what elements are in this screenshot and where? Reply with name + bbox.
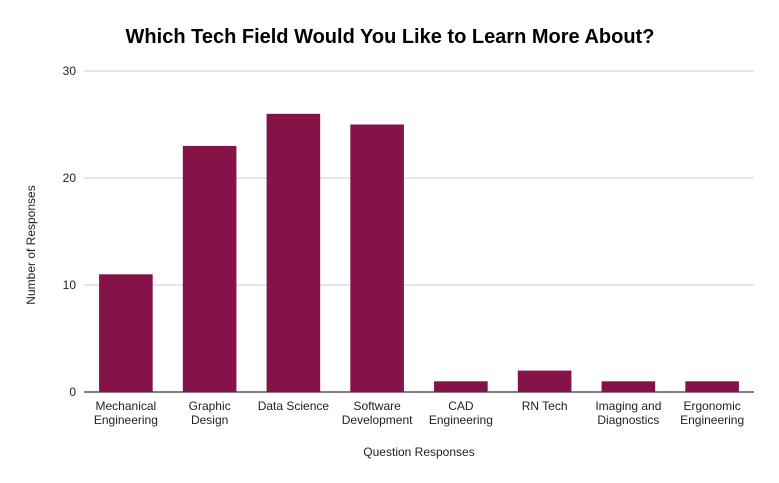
y-axis-title: Number of Responses bbox=[24, 185, 38, 304]
x-tick-label-line: Mechanical bbox=[96, 399, 157, 413]
bar bbox=[434, 381, 488, 392]
x-tick-label: Mechanical Engineering bbox=[94, 399, 158, 427]
x-axis-title: Question Responses bbox=[363, 445, 474, 459]
x-tick-label-line: Engineering bbox=[680, 413, 744, 427]
x-tick-label: Software Development bbox=[342, 399, 413, 427]
x-tick-label-line: Diagnostics bbox=[597, 413, 659, 427]
x-tick-label: Graphic Design bbox=[189, 399, 231, 427]
bar bbox=[266, 113, 321, 393]
x-tick-label-line: Software bbox=[353, 399, 401, 413]
x-tick-label: Imaging and Diagnostics bbox=[595, 399, 661, 427]
bar bbox=[685, 381, 739, 392]
x-tick-label-line: Design bbox=[191, 413, 228, 427]
y-tick-label: 0 bbox=[69, 385, 76, 399]
x-tick-label-line: Engineering bbox=[94, 413, 158, 427]
bar bbox=[350, 124, 404, 392]
x-tick-label-line: Graphic bbox=[189, 399, 231, 413]
x-tick-label-line: Engineering bbox=[429, 413, 493, 427]
x-tick-label-line: Imaging and bbox=[595, 399, 661, 413]
x-tick-label-line: Development bbox=[342, 413, 413, 427]
x-tick-label: RN Tech bbox=[522, 399, 568, 413]
x-tick-label: Ergonomic Engineering bbox=[680, 399, 744, 427]
x-tick-label-line: RN Tech bbox=[522, 399, 568, 413]
x-tick-label-line: Ergonomic bbox=[683, 399, 740, 413]
y-tick-label: 30 bbox=[63, 64, 77, 78]
x-tick-label: Data Science bbox=[258, 399, 330, 413]
y-tick-label: 10 bbox=[63, 278, 77, 292]
bar bbox=[182, 145, 237, 392]
x-tick-label-line: Data Science bbox=[258, 399, 330, 413]
bars bbox=[99, 113, 739, 393]
x-tick-label-line: CAD bbox=[448, 399, 474, 413]
bar bbox=[517, 370, 572, 392]
x-tick-label: CAD Engineering bbox=[429, 399, 493, 427]
y-tick-label: 20 bbox=[63, 171, 77, 185]
bar bbox=[601, 381, 656, 392]
chart-title: Which Tech Field Would You Like to Learn… bbox=[126, 26, 655, 48]
bar bbox=[99, 274, 153, 392]
y-axis-ticks: 0 10 20 30 bbox=[63, 64, 77, 399]
